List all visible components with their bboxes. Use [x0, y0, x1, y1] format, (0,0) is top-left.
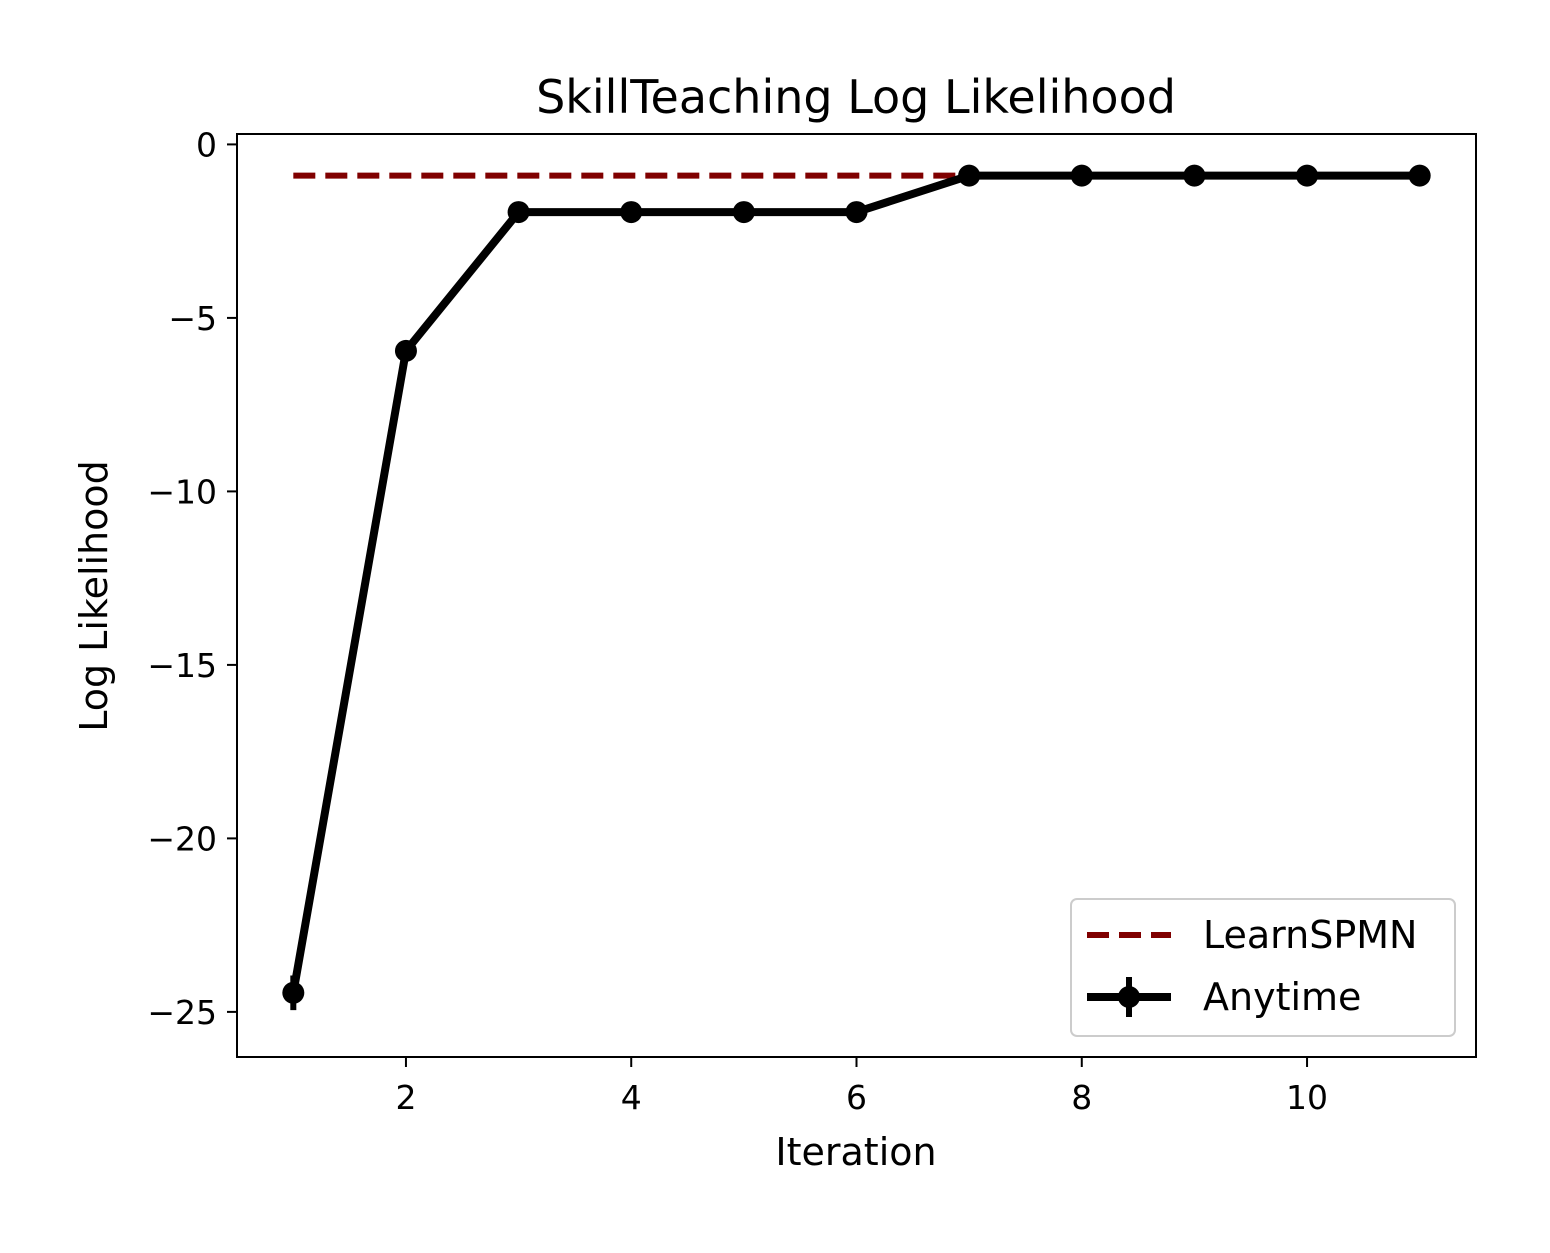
series-anytime-point: [282, 981, 305, 1004]
x-tick-label: 4: [621, 1078, 642, 1117]
y-tick-label: −10: [147, 472, 217, 511]
series-anytime-point: [394, 339, 417, 362]
series-anytime-point: [1070, 164, 1093, 187]
series-anytime-point: [620, 201, 643, 224]
legend-anytime-marker: [1118, 986, 1140, 1008]
y-axis-label: Log Likelihood: [72, 460, 116, 732]
x-axis-label: Iteration: [775, 1130, 936, 1174]
y-tick-label: −5: [168, 299, 217, 338]
plot-series: [282, 164, 1431, 1011]
legend-learnspmn-label: LearnSPMN: [1203, 913, 1417, 957]
x-tick-label: 8: [1071, 1078, 1092, 1117]
series-anytime-point: [845, 201, 868, 224]
x-tick-label: 10: [1286, 1078, 1328, 1117]
series-anytime-point: [1408, 164, 1431, 187]
y-tick-label: −15: [147, 646, 217, 685]
y-axis: 0 −5 −10 −15 −20 −25: [147, 125, 237, 1032]
y-tick-label: −20: [147, 819, 217, 858]
legend: LearnSPMN Anytime: [1070, 898, 1456, 1037]
series-anytime-point: [1183, 164, 1206, 187]
x-tick-label: 6: [846, 1078, 867, 1117]
series-anytime-point: [507, 201, 530, 224]
series-anytime-point: [1296, 164, 1319, 187]
y-tick-label: −25: [147, 993, 217, 1032]
legend-anytime-label: Anytime: [1203, 975, 1361, 1019]
series-anytime-point: [732, 201, 755, 224]
chart-title: SkillTeaching Log Likelihood: [536, 70, 1176, 124]
y-tick-label: 0: [196, 125, 217, 164]
x-axis: 2 4 6 8 10: [395, 1057, 1328, 1117]
series-anytime-point: [958, 164, 981, 187]
x-tick-label: 2: [395, 1078, 416, 1117]
